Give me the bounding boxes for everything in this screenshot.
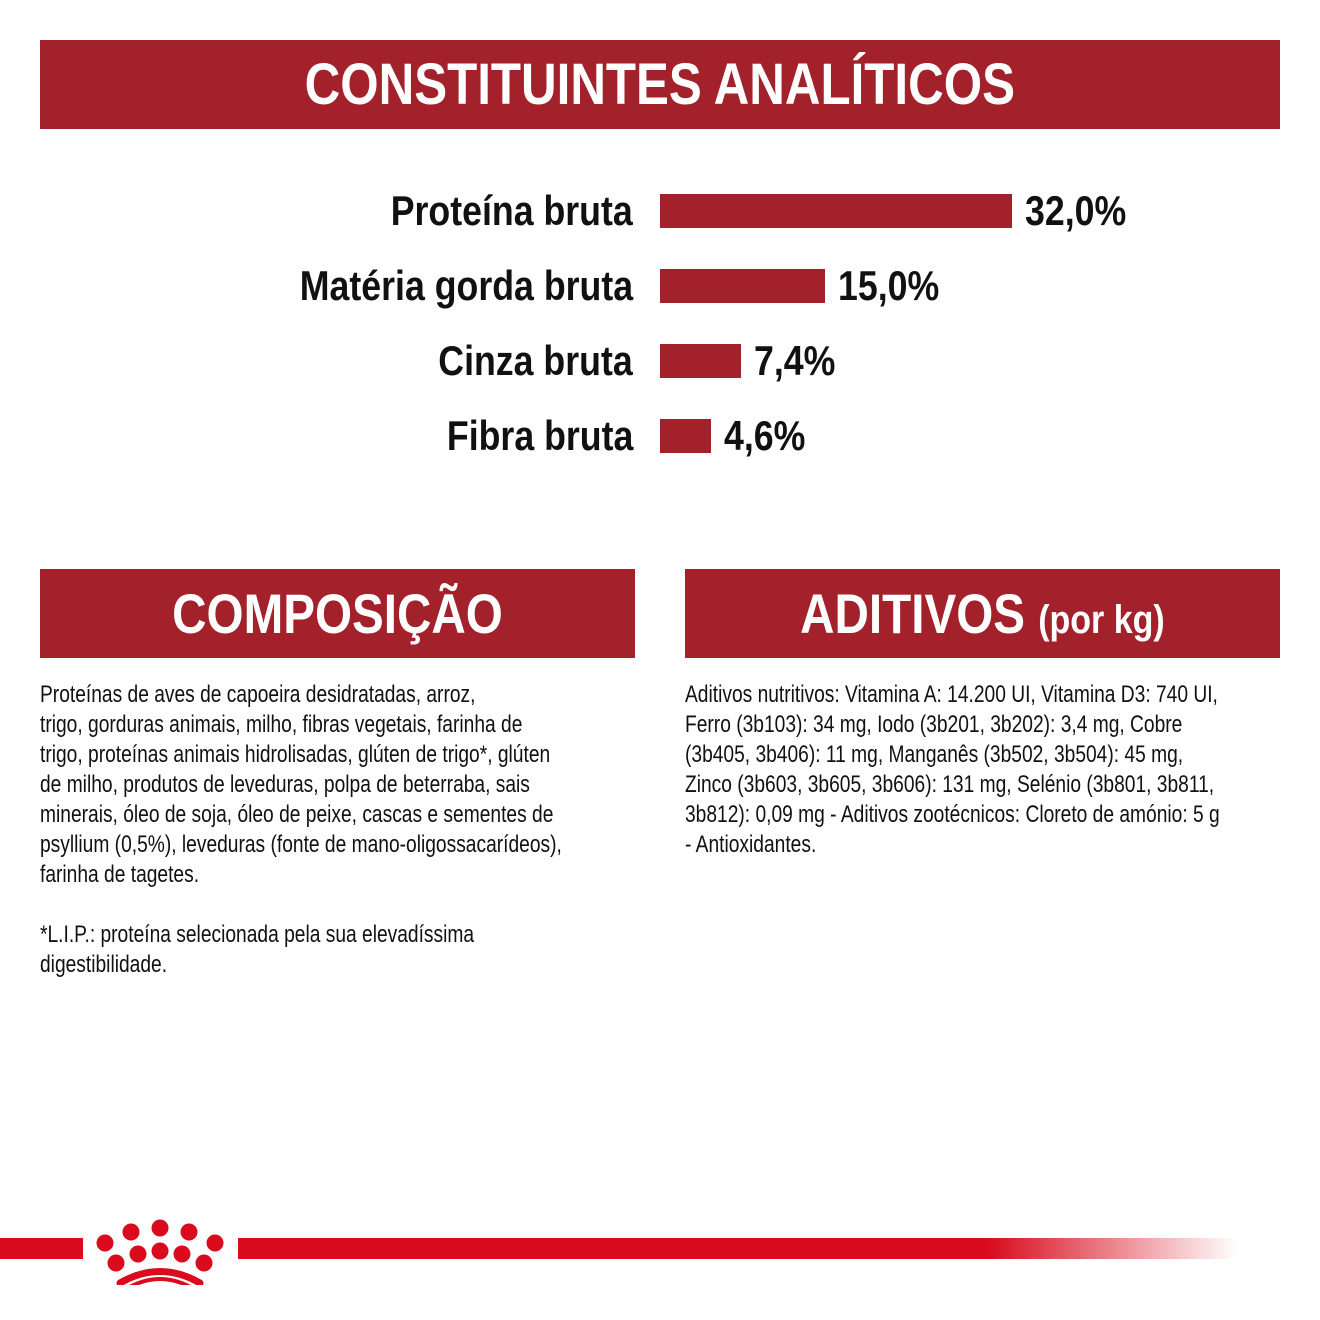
additives-title: ADITIVOS: [800, 582, 1026, 645]
text-line: - Antioxidantes.: [685, 831, 817, 858]
composition-title: COMPOSIÇÃO: [172, 582, 503, 645]
additives-text: Aditivos nutritivos: Vitamina A: 14.200 …: [685, 680, 1220, 860]
additives-unit: (por kg): [1038, 598, 1165, 642]
bar-value-label: 32,0%: [1025, 187, 1127, 234]
bar-value-label: 4,6%: [723, 412, 805, 459]
bar-value-label: 15,0%: [838, 262, 940, 309]
bar-label: Cinza bruta: [438, 337, 633, 384]
brand-line-left: [0, 1238, 83, 1259]
bar-label: Matéria gorda bruta: [299, 262, 633, 309]
additives-header: ADITIVOS (por kg): [685, 569, 1280, 658]
text-line: (3b405, 3b406): 11 mg, Manganês (3b502, …: [685, 741, 1184, 768]
text-line: farinha de tagetes.: [40, 861, 200, 888]
text-line: Proteínas de aves de capoeira desidratad…: [40, 681, 476, 708]
composition-header: COMPOSIÇÃO: [40, 569, 635, 658]
bar: [660, 194, 1012, 228]
text-line: 3b812): 0,09 mg - Aditivos zootécnicos: …: [685, 801, 1220, 828]
text-line: Aditivos nutritivos: Vitamina A: 14.200 …: [685, 681, 1218, 708]
text-line: *L.I.P.: proteína selecionada pela sua e…: [40, 921, 475, 948]
text-line: digestibilidade.: [40, 951, 168, 978]
composition-text: Proteínas de aves de capoeira desidratad…: [40, 680, 562, 980]
brand-line-right: [238, 1238, 1238, 1259]
text-line: psyllium (0,5%), leveduras (fonte de man…: [40, 831, 562, 858]
bar-label: Fibra bruta: [446, 412, 633, 459]
bar: [660, 269, 825, 303]
text-line: Zinco (3b603, 3b605, 3b606): 131 mg, Sel…: [685, 771, 1215, 798]
bar: [660, 344, 742, 378]
bar-value-label: 7,4%: [754, 337, 836, 384]
text-line: trigo, proteínas animais hidrolisadas, g…: [40, 741, 551, 768]
analytic-constituents-title: CONSTITUINTES ANALÍTICOS: [304, 52, 1016, 117]
text-line: Ferro (3b103): 34 mg, Iodo (3b201, 3b202…: [685, 711, 1183, 738]
bar-label: Proteína bruta: [390, 187, 633, 234]
royal-canin-crown-icon: [96, 1219, 224, 1285]
bar: [660, 419, 711, 453]
text-line: de milho, produtos de leveduras, polpa d…: [40, 771, 530, 798]
analytic-constituents-header: CONSTITUINTES ANALÍTICOS: [40, 40, 1280, 129]
text-line: [40, 890, 562, 920]
text-line: minerais, óleo de soja, óleo de peixe, c…: [40, 801, 554, 828]
text-line: trigo, gorduras animais, milho, fibras v…: [40, 711, 523, 738]
